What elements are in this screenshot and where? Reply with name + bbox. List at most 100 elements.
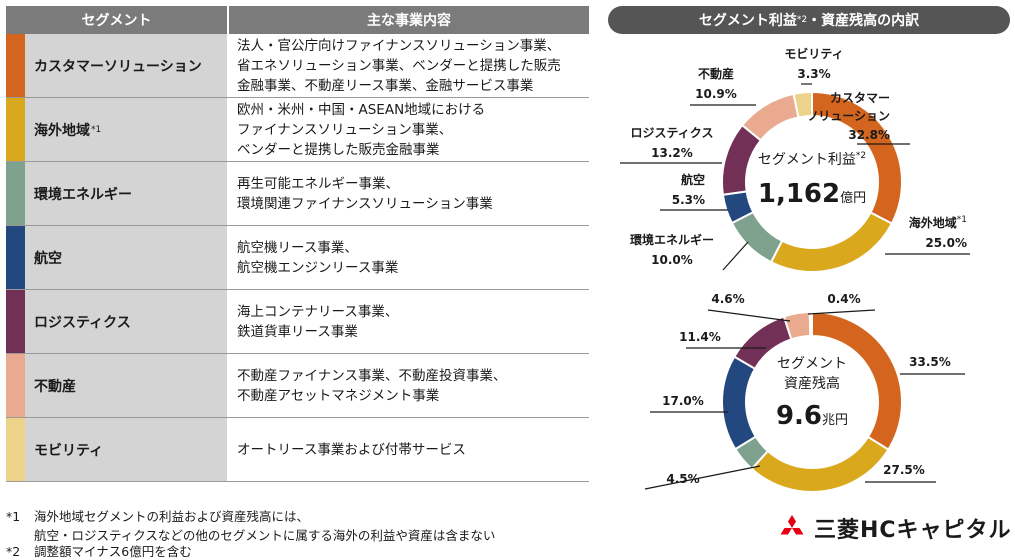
description-line: 環境関連ファイナンスソリューション事業 xyxy=(237,195,493,212)
table-row: モビリティ オートリース事業および付帯サービス xyxy=(6,418,589,482)
footnote-1-num: *1 xyxy=(6,509,21,524)
three-diamonds-icon xyxy=(780,515,804,535)
slice-percent: 27.5% xyxy=(883,463,925,477)
center-label-sup: *2 xyxy=(856,151,866,161)
donut-slice xyxy=(769,211,894,273)
table-header: セグメント 主な事業内容 xyxy=(6,6,589,34)
segment-name: 不動産 xyxy=(25,354,227,417)
description-line: 法人・官公庁向けファイナンスソリューション事業、 xyxy=(237,37,561,54)
segment-name: 環境エネルギー xyxy=(25,162,227,225)
description-line: 鉄道貨車リース事業 xyxy=(237,323,358,340)
segment-description: 法人・官公庁向けファイナンスソリューション事業、 省エネソリューション事業、ベンダ… xyxy=(227,34,589,97)
segment-name-text: 航空 xyxy=(34,250,62,267)
slice-label: カスタマー xyxy=(830,91,890,105)
leader-line xyxy=(807,309,876,315)
leader-line xyxy=(722,241,749,271)
panel-title-sup: *2 xyxy=(796,15,808,25)
leader-line xyxy=(644,465,761,490)
center-value-unit: 兆円 xyxy=(822,413,848,428)
description-line: 再生可能エネルギー事業、 xyxy=(237,175,399,192)
slice-percent: 4.6% xyxy=(711,292,744,306)
segment-name-text: 海外地域 xyxy=(34,122,90,139)
center-label-text: セグメント利益 xyxy=(758,152,856,168)
center-label: セグメント xyxy=(777,356,847,372)
table-row: ロジスティクス 海上コンテナリース事業、 鉄道貨車リース事業 xyxy=(6,290,589,354)
description-line: ベンダーと提携した販売金融事業 xyxy=(237,141,440,158)
segment-description: 再生可能エネルギー事業、環境関連ファイナンスソリューション事業 xyxy=(227,162,589,225)
description-line: 不動産ファイナンス事業、不動産投資事業、 xyxy=(237,367,507,384)
segment-color-swatch xyxy=(6,290,25,353)
table-row: 環境エネルギー 再生可能エネルギー事業、環境関連ファイナンスソリューション事業 xyxy=(6,162,589,226)
description-line: 不動産アセットマネジメント事業 xyxy=(237,387,440,404)
footnote-1-line-2: 航空・ロジスティクスなどの他のセグメントに属する海外の利益や資産は含まない xyxy=(34,528,496,543)
segment-name-text: カスタマーソリューション xyxy=(34,58,202,75)
footnote-2: *2 調整額マイナス6億円を含む xyxy=(6,541,192,560)
segment-description: 航空機リース事業、航空機エンジンリース事業 xyxy=(227,226,589,289)
segment-color-swatch xyxy=(6,226,25,289)
donut-slice xyxy=(808,310,813,338)
description-line: 航空機エンジンリース事業 xyxy=(237,259,399,276)
segment-description: オートリース事業および付帯サービス xyxy=(227,418,589,481)
segment-color-swatch xyxy=(6,354,25,417)
logo-text: 三菱HCキャピタル xyxy=(814,518,1012,543)
slice-percent: 13.2% xyxy=(651,146,693,160)
segment-name-text: モビリティ xyxy=(34,442,104,459)
segment-color-swatch xyxy=(6,98,25,161)
panel-title: セグメント利益 *2 ・資産残高の内訳 xyxy=(608,6,1010,34)
segment-description: 欧州・米州・中国・ASEAN地域における ファイナンスソリューション事業、 ベンダー… xyxy=(227,98,589,161)
slice-label: 航空 xyxy=(681,172,705,187)
footnote-1-line-1: 海外地域セグメントの利益および資産残高には、 xyxy=(34,509,310,524)
slice-label-sup: *1 xyxy=(957,215,967,225)
segment-description: 海上コンテナリース事業、 鉄道貨車リース事業 xyxy=(227,290,589,353)
segment-color-swatch xyxy=(6,34,25,97)
segment-name: 航空 xyxy=(25,226,227,289)
company-logo: 三菱HCキャピタル xyxy=(778,512,1012,544)
table-body: カスタマーソリューション 法人・官公庁向けファイナンスソリューション事業、 省エネソ… xyxy=(6,34,589,482)
slice-label: ロジスティクス xyxy=(631,126,714,140)
slice-percent: 17.0% xyxy=(662,394,704,408)
segment-name: ロジスティクス xyxy=(25,290,227,353)
segment-table: セグメント 主な事業内容 カスタマーソリューション 法人・官公庁向けファイナンスソ… xyxy=(6,6,589,482)
footnote-2-num: *2 xyxy=(6,544,21,559)
segment-color-swatch xyxy=(6,162,25,225)
segment-name: モビリティ xyxy=(25,418,227,481)
table-row: 不動産 不動産ファイナンス事業、不動産投資事業、 不動産アセットマネジメント事業 xyxy=(6,354,589,418)
header-business: 主な事業内容 xyxy=(229,6,589,34)
header-segment: セグメント xyxy=(6,6,227,34)
description-line: 省エネソリューション事業、ベンダーと提携した販売 xyxy=(237,57,561,74)
slice-percent: 10.0% xyxy=(651,253,693,267)
slice-percent: 10.9% xyxy=(695,87,737,101)
slice-percent: 11.4% xyxy=(679,330,721,344)
center-value: 1,162億円 xyxy=(758,179,866,209)
slice-percent: 33.5% xyxy=(909,355,951,369)
description-line: オートリース事業および付帯サービス xyxy=(237,441,466,458)
segment-name-text: 環境エネルギー xyxy=(34,186,132,203)
slice-percent: 0.4% xyxy=(827,292,860,306)
segment-color-swatch xyxy=(6,418,25,481)
footnote-2-line-1: 調整額マイナス6億円を含む xyxy=(34,544,192,559)
center-value-number: 9.6 xyxy=(776,401,822,431)
slice-percent: 32.8% xyxy=(848,128,890,142)
description-line: 欧州・米州・中国・ASEAN地域における xyxy=(237,101,486,118)
slice-percent: 4.5% xyxy=(666,472,699,486)
slice-percent: 3.3% xyxy=(797,67,830,81)
slice-label-line-2: ソリューション xyxy=(806,109,890,123)
segment-name-text: 不動産 xyxy=(34,378,76,395)
segment-donut-charts: カスタマーソリューション 32.8% 海外地域*1 25.0% 環境エネルギー 10.0%… xyxy=(620,46,970,493)
slice-percent: 5.3% xyxy=(672,193,705,207)
slice-label: 環境エネルギー xyxy=(630,232,714,247)
donut-slice xyxy=(792,90,813,119)
center-value-unit: 億円 xyxy=(840,190,866,206)
slice-label-text: 海外地域 xyxy=(909,215,957,230)
segment-name: 海外地域 *1 xyxy=(25,98,227,161)
description-line: ファイナンスソリューション事業、 xyxy=(237,121,453,138)
center-label: セグメント利益*2 xyxy=(758,151,866,168)
description-line: 海上コンテナリース事業、 xyxy=(237,303,399,320)
footnote-1: *1 海外地域セグメントの利益および資産残高には、 航空・ロジスティクスなどの他の… xyxy=(6,506,495,544)
donut-slice xyxy=(750,435,890,493)
segment-name: カスタマーソリューション xyxy=(25,34,227,97)
donut-slice xyxy=(721,355,758,451)
description-line: 金融事業、不動産リース事業、金融サービス事業 xyxy=(237,77,534,94)
description-line: 航空機リース事業、 xyxy=(237,239,358,256)
slice-percent: 25.0% xyxy=(925,236,967,250)
